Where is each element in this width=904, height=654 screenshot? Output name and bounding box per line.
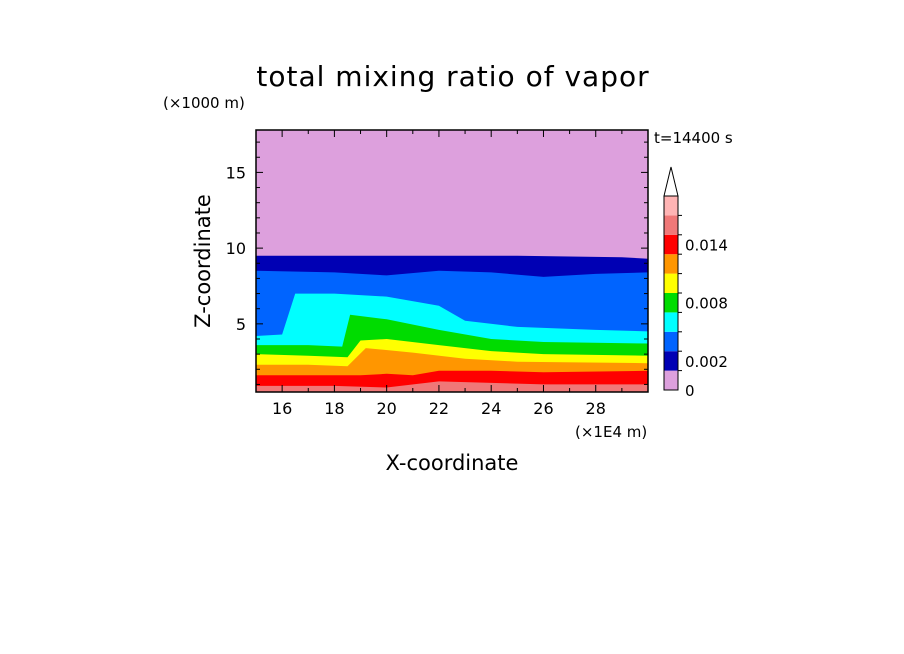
colorbar-swatch-3 [664,312,678,332]
chart-title: total mixing ratio of vapor [256,60,649,93]
colorbar-label: 0 [685,382,695,400]
colorbar-swatch-9 [664,196,678,216]
colorbar-swatch-6 [664,254,678,274]
plot-frame [255,129,649,393]
y-tick-label: 15 [226,163,246,182]
y-tick-label: 5 [236,315,246,334]
colorbar-label: 0.002 [685,353,728,371]
contour-band-8 [256,381,648,392]
colorbar-label: 0.008 [685,295,728,313]
x-tick-label: 16 [272,399,292,418]
colorbar-label: 0.014 [685,237,728,255]
colorbar-swatch-5 [664,273,678,293]
y-unit-label: (×1000 m) [163,94,245,112]
x-tick-label: 20 [376,399,396,418]
y-axis-label: Z-coordinate [191,194,215,328]
x-tick-label: 22 [429,399,449,418]
colorbar-swatch-0 [664,370,678,390]
colorbar-swatch-4 [664,293,678,313]
x-unit-label: (×1E4 m) [575,423,647,441]
colorbar: 0 0.002 0.008 0.014 [663,166,728,400]
colorbar-extend-arrow [663,166,679,197]
plot-area [255,129,649,393]
x-axis-ticks: 16 18 20 22 24 26 28 [255,130,649,418]
colorbar-swatch-7 [664,234,678,255]
y-axis-ticks: 5 10 15 [226,141,648,385]
colorbar-swatch-1 [664,351,678,371]
x-tick-label: 18 [324,399,344,418]
x-tick-label: 24 [481,399,501,418]
y-tick-label: 10 [226,239,246,258]
time-label: t=14400 s [654,129,733,147]
x-axis-label: X-coordinate [386,451,519,475]
colorbar-swatch-2 [664,331,678,352]
colorbar-swatch-8 [664,215,678,235]
x-tick-label: 28 [586,399,606,418]
x-tick-label: 26 [533,399,553,418]
